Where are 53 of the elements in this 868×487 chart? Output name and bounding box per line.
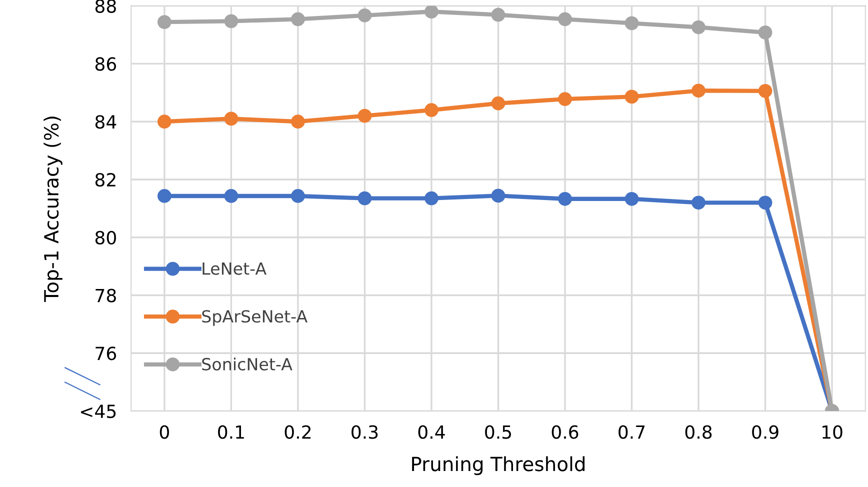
point (291, 189, 305, 203)
point (758, 84, 772, 98)
y-tick-label: <45 (80, 404, 116, 418)
legend-label: SonicNet-A (202, 358, 292, 370)
y-tick-label: 86 (95, 57, 116, 71)
point (491, 96, 506, 110)
y-tick-label: 80 (95, 230, 116, 244)
point (424, 103, 438, 117)
x-tick-label: 0.5 (485, 425, 512, 439)
point (692, 84, 706, 98)
x-tick-label: 0.3 (352, 425, 378, 439)
point (158, 189, 172, 203)
point (358, 108, 372, 123)
x-tick-label: 0.9 (752, 425, 778, 439)
point (224, 189, 238, 203)
x-tick-label: 0.4 (418, 425, 445, 439)
x-tick-label: 10 (822, 425, 842, 439)
y-axis-title: Top-1 Accuracy (%) (44, 116, 62, 302)
legend-label: LeNet-A (202, 262, 266, 275)
point (624, 16, 639, 30)
x-axis-title: Pruning Threshold (412, 456, 585, 476)
x-tick-label: 0.2 (284, 425, 311, 439)
x-tick-label: 0.8 (685, 425, 712, 439)
x-tick-label: 0.6 (552, 425, 578, 439)
point (558, 192, 572, 206)
x-tick-label: 0.1 (218, 425, 244, 439)
point (624, 90, 639, 104)
point (692, 20, 706, 34)
y-tick-label: 78 (96, 288, 116, 302)
y-tick-label: 84 (95, 115, 116, 129)
point (224, 14, 238, 28)
point (491, 8, 506, 22)
point (558, 12, 572, 26)
point (424, 191, 438, 206)
y-tick-label: 76 (96, 346, 116, 360)
point (491, 188, 506, 203)
point (758, 196, 772, 210)
point (358, 8, 372, 22)
point (158, 114, 172, 129)
point (692, 196, 706, 210)
point (558, 92, 572, 106)
x-tick-label: 0.7 (618, 425, 645, 439)
point (291, 114, 305, 129)
x-tick-label: 0 (160, 425, 169, 439)
point (758, 26, 772, 40)
point (158, 15, 172, 29)
point (424, 6, 438, 19)
legend-label: SpArSeNet-A (202, 310, 308, 326)
point (624, 192, 639, 206)
y-tick-label: 82 (95, 172, 116, 187)
point (358, 191, 372, 206)
point (291, 12, 305, 26)
point (224, 112, 238, 126)
